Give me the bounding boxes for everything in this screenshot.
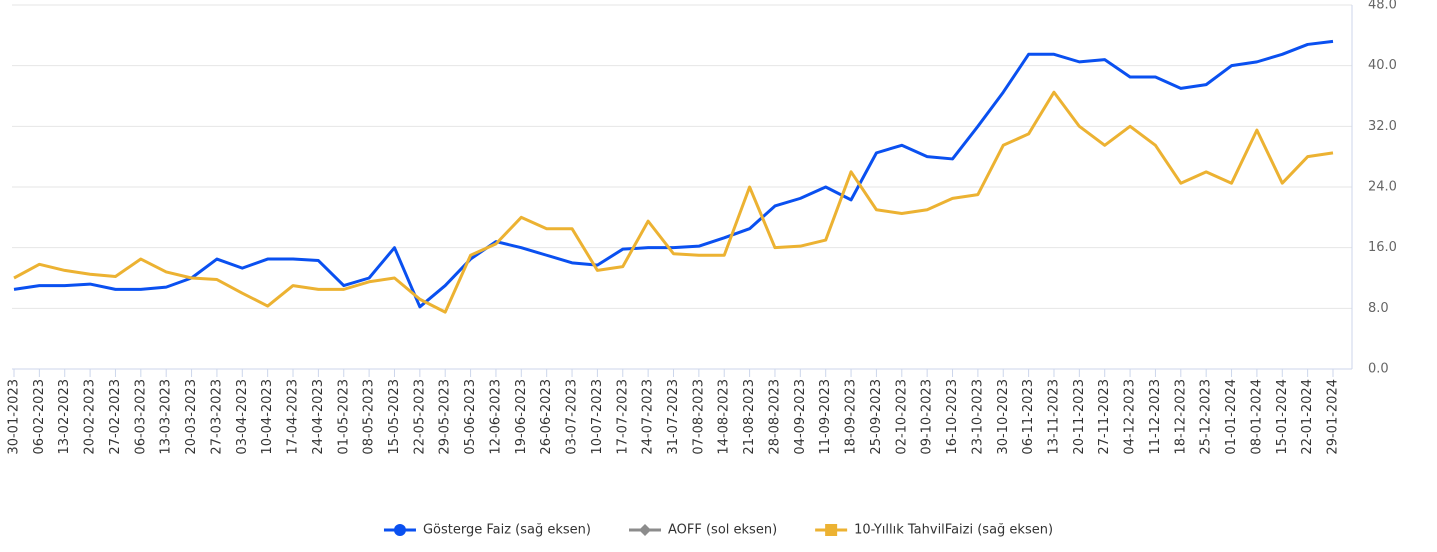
series-line [13, 39, 1334, 309]
x-tick-label: 26-06-2023 [539, 379, 554, 455]
y-tick-label: 8.0 [1368, 301, 1389, 316]
legend-marker [393, 524, 406, 536]
x-tick-label: 23-10-2023 [970, 379, 985, 455]
x-tick-label: 06-03-2023 [133, 379, 148, 455]
legend-marker [825, 524, 838, 536]
legend-label: AOFF (sol eksen) [668, 523, 777, 538]
x-tick-label: 02-10-2023 [894, 379, 909, 455]
legend-item[interactable]: AOFF (sol eksen) [629, 523, 777, 538]
x-tick-label: 29-05-2023 [438, 379, 453, 455]
legend-label: 10-Yıllık TahvilFaizi (sağ eksen) [854, 523, 1053, 538]
x-tick-label: 31-07-2023 [666, 379, 681, 455]
x-tick-label: 11-09-2023 [818, 379, 833, 455]
y-tick-label: 48.0 [1368, 0, 1397, 13]
x-tick-label: 25-09-2023 [869, 379, 884, 455]
x-tick-label: 11-12-2023 [1148, 379, 1163, 455]
legend-item[interactable]: Gösterge Faiz (sağ eksen) [383, 523, 591, 538]
x-tick-label: 06-11-2023 [1021, 379, 1036, 455]
x-tick-label: 04-09-2023 [793, 379, 808, 455]
x-tick-label: 08-01-2024 [1249, 379, 1264, 455]
x-tick-label: 25-12-2023 [1199, 379, 1214, 455]
x-tick-label: 06-02-2023 [32, 379, 47, 455]
x-tick-label: 20-11-2023 [1072, 379, 1087, 455]
x-tick-label: 07-08-2023 [691, 379, 706, 455]
x-tick-label: 17-07-2023 [615, 379, 630, 455]
legend-label: Gösterge Faiz (sağ eksen) [423, 523, 591, 538]
x-tick-label: 15-05-2023 [387, 379, 402, 455]
x-tick-label: 22-05-2023 [412, 379, 427, 455]
x-tick-label: 30-01-2023 [7, 379, 22, 455]
x-tick-label: 30-10-2023 [996, 379, 1011, 455]
x-tick-label: 27-03-2023 [209, 379, 224, 455]
x-tick-label: 22-01-2024 [1300, 379, 1315, 455]
x-tick-label: 15-01-2024 [1275, 379, 1290, 455]
x-tick-label: 24-07-2023 [641, 379, 656, 455]
x-tick-label: 27-02-2023 [108, 379, 123, 455]
x-tick-label: 03-07-2023 [565, 379, 580, 455]
x-tick-label: 10-07-2023 [590, 379, 605, 455]
y-tick-label: 32.0 [1368, 119, 1397, 134]
y-tick-label: 0.0 [1368, 362, 1389, 377]
y-tick-label: 24.0 [1368, 180, 1397, 195]
x-tick-label: 20-02-2023 [83, 379, 98, 455]
x-tick-label: 27-11-2023 [1097, 379, 1112, 455]
x-tick-label: 13-11-2023 [1046, 379, 1061, 455]
series-line [13, 90, 1334, 314]
legend-item[interactable]: 10-Yıllık TahvilFaizi (sağ eksen) [815, 523, 1053, 538]
x-tick-label: 03-04-2023 [235, 379, 250, 455]
x-tick-label: 04-12-2023 [1123, 379, 1138, 455]
x-tick-label: 16-10-2023 [945, 379, 960, 455]
x-tick-label: 18-09-2023 [844, 379, 859, 455]
x-tick-label: 01-01-2024 [1224, 379, 1239, 455]
legend-marker [639, 524, 651, 536]
x-tick-label: 05-06-2023 [463, 379, 478, 455]
x-tick-label: 13-02-2023 [57, 379, 72, 455]
x-tick-label: 12-06-2023 [488, 379, 503, 455]
x-tick-label: 09-10-2023 [920, 379, 935, 455]
y-tick-label: 40.0 [1368, 58, 1397, 73]
x-tick-label: 01-05-2023 [336, 379, 351, 455]
legend: Gösterge Faiz (sağ eksen) AOFF (sol eksen… [383, 523, 1053, 538]
x-tick-label: 17-04-2023 [286, 379, 301, 455]
x-tick-label: 19-06-2023 [514, 379, 529, 455]
y-tick-label: 16.0 [1368, 240, 1397, 255]
x-tick-label: 24-04-2023 [311, 379, 326, 455]
x-tick-label: 29-01-2024 [1326, 379, 1341, 455]
x-tick-label: 13-03-2023 [159, 379, 174, 455]
x-tick-label: 20-03-2023 [184, 379, 199, 455]
x-tick-label: 18-12-2023 [1173, 379, 1188, 455]
x-tick-label: 10-04-2023 [260, 379, 275, 455]
x-tick-label: 28-08-2023 [767, 379, 782, 455]
x-tick-label: 21-08-2023 [742, 379, 757, 455]
x-tick-label: 14-08-2023 [717, 379, 732, 455]
x-tick-label: 08-05-2023 [362, 379, 377, 455]
